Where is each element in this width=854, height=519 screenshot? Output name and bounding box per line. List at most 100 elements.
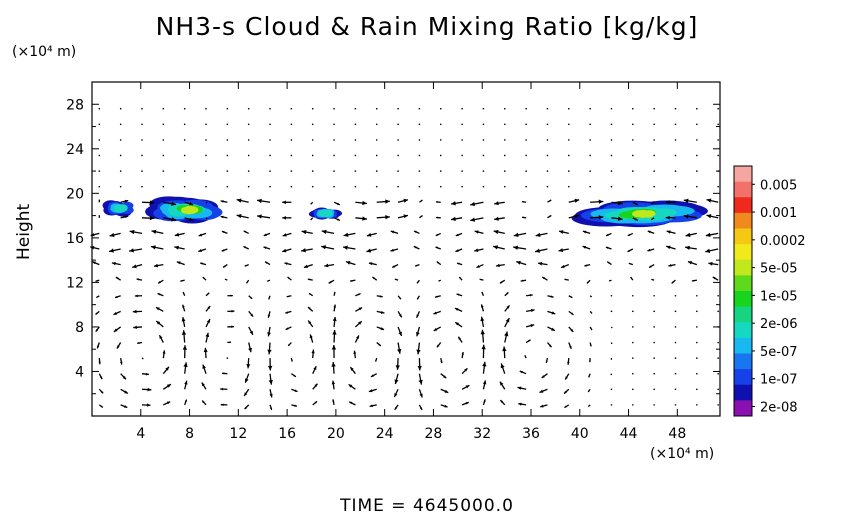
- wind-dot: [418, 170, 421, 172]
- wind-dot: [98, 185, 101, 188]
- wind-arrowhead: [171, 217, 177, 222]
- x-tick-label: 8: [185, 426, 194, 442]
- wind-dot: [226, 123, 229, 126]
- wind-arrowhead: [285, 311, 289, 314]
- wind-dot: [546, 139, 549, 141]
- wind-dot: [653, 341, 655, 344]
- wind-arrowhead: [505, 318, 510, 323]
- wind-arrowhead: [465, 402, 469, 405]
- wind-arrowhead: [198, 233, 203, 237]
- wind-arrowhead: [221, 231, 225, 234]
- y-tick-label: 28: [66, 97, 84, 113]
- wind-arrowhead: [223, 265, 226, 268]
- colorbar-swatch: [734, 337, 752, 354]
- wind-arrowhead: [222, 372, 225, 375]
- wind-arrowhead: [246, 281, 248, 284]
- wind-arrowhead: [202, 364, 206, 369]
- wind-arrowhead: [481, 344, 486, 350]
- wind-arrowhead: [220, 387, 224, 391]
- wind-dot: [717, 154, 719, 157]
- wind-arrowhead: [440, 360, 443, 364]
- x-tick-label: 28: [425, 426, 443, 442]
- wind-arrowhead: [267, 349, 272, 355]
- wind-arrowhead: [174, 245, 179, 250]
- wind-dot: [205, 170, 207, 172]
- wind-arrowhead: [200, 262, 203, 265]
- wind-arrowhead: [433, 311, 437, 315]
- wind-arrowhead: [349, 401, 353, 405]
- wind-arrowhead: [314, 383, 318, 387]
- wind-arrowhead: [366, 232, 372, 237]
- wind-arrowhead: [147, 387, 152, 392]
- wind-arrowhead: [513, 232, 519, 238]
- wind-dot: [610, 154, 613, 157]
- wind-arrowhead: [551, 327, 555, 331]
- wind-arrowhead: [328, 280, 332, 284]
- wind-arrowhead: [268, 379, 273, 385]
- wind-arrowhead: [309, 293, 312, 295]
- wind-dot: [119, 154, 122, 157]
- wind-arrowhead: [358, 293, 361, 296]
- wind-arrowhead: [350, 367, 354, 371]
- wind-arrowhead: [444, 404, 448, 408]
- wind-dot: [119, 170, 122, 172]
- wind-arrowhead: [236, 214, 242, 219]
- wind-arrowhead: [394, 407, 398, 410]
- wind-arrowhead: [380, 327, 385, 330]
- wind-dot: [482, 170, 485, 172]
- wind-arrowhead: [455, 249, 459, 252]
- wind-arrowhead: [136, 278, 140, 281]
- wind-arrowhead: [582, 230, 587, 234]
- wind-arrowhead: [137, 342, 140, 344]
- wind-arrowhead: [516, 260, 521, 265]
- wind-dot: [525, 107, 527, 110]
- wind-dot: [717, 341, 719, 344]
- wind-arrowhead: [564, 405, 567, 408]
- wind-arrowhead: [244, 264, 247, 267]
- wind-arrowhead: [598, 215, 604, 220]
- wind-arrowhead: [542, 277, 545, 280]
- wind-dot: [632, 404, 634, 406]
- wind-dot: [525, 139, 527, 141]
- wind-arrowhead: [311, 349, 315, 354]
- wind-arrowhead: [433, 327, 438, 331]
- wind-arrowhead: [202, 400, 205, 404]
- wind-dot: [290, 139, 293, 141]
- wind-dot: [610, 404, 613, 406]
- wind-dot: [525, 123, 527, 126]
- wind-arrowhead: [100, 405, 103, 408]
- wind-arrowhead: [506, 292, 509, 295]
- wind-arrowhead: [115, 295, 118, 298]
- colorbar-frame: [733, 165, 753, 417]
- wind-arrowhead: [649, 265, 652, 268]
- wind-arrowhead: [443, 375, 447, 379]
- y-tick-label: 24: [66, 142, 84, 158]
- wind-dot: [610, 139, 613, 141]
- wind-arrowhead: [285, 327, 289, 330]
- wind-arrowhead: [229, 341, 232, 343]
- wind-arrowhead: [461, 352, 464, 355]
- wind-dot: [632, 139, 634, 141]
- wind-arrowhead: [294, 389, 298, 392]
- wind-arrowhead: [683, 198, 689, 203]
- wind-dot: [375, 107, 378, 110]
- x-tick-label: 36: [522, 426, 540, 442]
- wind-arrowhead: [666, 245, 671, 250]
- wind-arrowhead: [495, 263, 500, 268]
- wind-arrowhead: [459, 277, 462, 279]
- wind-dot: [674, 154, 677, 157]
- wind-arrowhead: [569, 345, 572, 349]
- wind-arrowhead: [293, 374, 296, 377]
- colorbar-label: 0.001: [760, 206, 797, 221]
- colorbar-swatch: [734, 306, 752, 323]
- wind-arrowhead: [535, 232, 541, 238]
- wind-arrowhead: [570, 329, 574, 332]
- wind-dot: [632, 310, 634, 313]
- wind-arrowhead: [358, 307, 363, 311]
- wind-arrowhead: [378, 343, 381, 346]
- wind-arrowhead: [394, 278, 397, 281]
- wind-arrowhead: [174, 232, 180, 237]
- wind-arrowhead: [481, 291, 484, 294]
- colorbar-swatch: [734, 353, 752, 370]
- wind-arrowhead: [184, 380, 188, 385]
